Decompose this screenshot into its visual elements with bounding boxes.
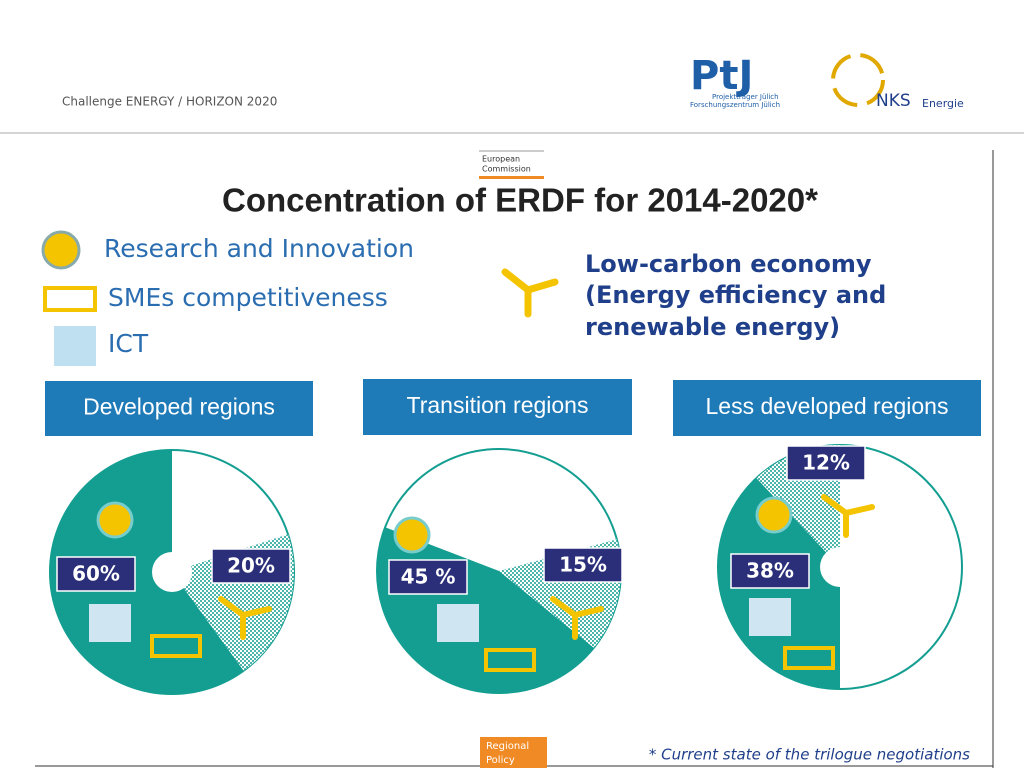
value-label: 15% (559, 553, 607, 577)
bulb-icon (755, 496, 793, 534)
value-label: 20% (227, 554, 275, 578)
bulb-icon (393, 516, 431, 554)
legend-low-carbon: Low-carbon economy (585, 250, 872, 278)
windmill-icon (240, 606, 272, 618)
value-label-box (211, 548, 291, 584)
regional-policy: Regional (486, 741, 529, 752)
factory-icon (484, 648, 536, 672)
region-title: Developed regions (83, 394, 275, 420)
value-label-box (56, 556, 136, 592)
ec-label: Commission (482, 165, 531, 174)
value-label: 38% (746, 559, 794, 583)
factory-icon (43, 286, 97, 312)
ptj-line: Projektträger Jülich (712, 93, 779, 101)
value-label-box (786, 445, 866, 481)
value-label: 12% (802, 451, 850, 475)
windmill-icon (572, 606, 604, 618)
region-title: Transition regions (407, 392, 589, 418)
nks-logo: NKS (876, 91, 911, 111)
pie-hole (820, 547, 860, 587)
bulb-icon (96, 501, 134, 539)
nks-sub: Energie (922, 97, 964, 110)
factory-icon (783, 646, 835, 670)
value-label: 45 % (401, 565, 456, 589)
legend-low-carbon: (Energy efficiency and (585, 281, 886, 309)
windmill-icon (550, 596, 578, 618)
regional-policy-badge (480, 737, 547, 768)
ict-icon (54, 326, 96, 366)
ict-icon (749, 598, 791, 636)
region-header (673, 380, 981, 436)
region-header (45, 381, 313, 436)
ec-label: European (482, 155, 520, 164)
factory-icon (150, 634, 202, 658)
value-label: 60% (72, 562, 120, 586)
value-label-box (730, 553, 810, 589)
legend-low-carbon: renewable energy) (585, 313, 840, 341)
windmill-icon (821, 494, 849, 516)
footnote: * Current state of the trilogue negotiat… (649, 746, 970, 764)
header-title: Challenge ENERGY / HORIZON 2020 (62, 95, 277, 109)
windmill-icon (501, 268, 559, 318)
legend-research: Research and Innovation (104, 234, 414, 263)
ec-bar (479, 176, 544, 179)
legend-ict: ICT (108, 329, 149, 358)
regional-policy: Policy (486, 755, 515, 766)
pie-hole (152, 552, 192, 592)
bulb-icon (41, 230, 81, 270)
value-label-box (388, 559, 468, 595)
slide-title: Concentration of ERDF for 2014-2020* (222, 182, 818, 219)
ptj-line: Forschungszentrum Jülich (690, 101, 780, 109)
region-header (363, 379, 632, 435)
ict-icon (437, 604, 479, 642)
legend-smes: SMEs competitiveness (108, 283, 388, 312)
ict-icon (89, 604, 131, 642)
value-label-box (543, 547, 623, 583)
region-title: Less developed regions (706, 393, 949, 419)
windmill-icon (843, 504, 875, 516)
nks-emblem (831, 53, 885, 107)
windmill-icon (218, 596, 246, 618)
ptj-logo: PtJ (690, 53, 753, 99)
